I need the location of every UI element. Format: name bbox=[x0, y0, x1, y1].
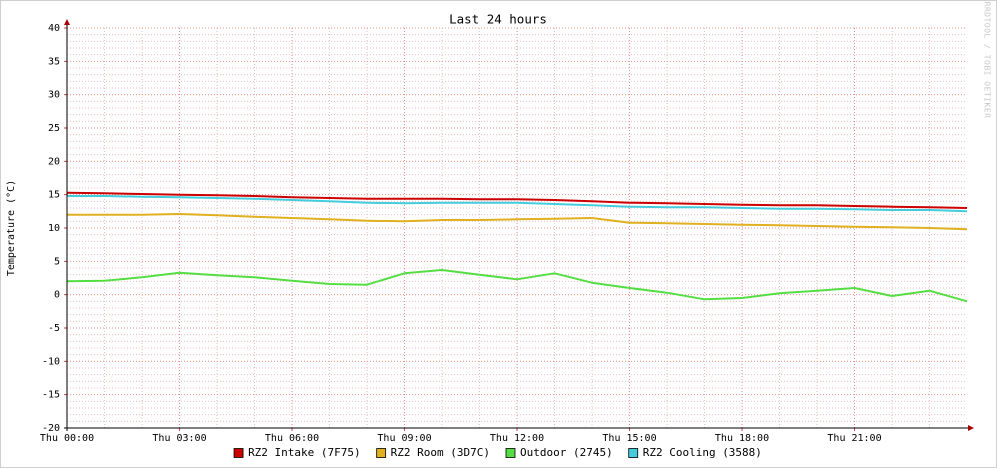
watermark: RRDTOOL / TOBI OETIKER bbox=[983, 2, 992, 119]
series-line bbox=[67, 195, 968, 213]
x-axis-arrow bbox=[968, 425, 974, 431]
legend-swatch bbox=[233, 448, 244, 458]
series-line bbox=[66, 191, 968, 209]
y-tick-label: -20 bbox=[42, 423, 60, 434]
y-tick-label: 30 bbox=[48, 90, 60, 101]
legend: RZ2 Intake (7F75) RZ2 Room (3D7C) Outdoor … bbox=[233, 446, 762, 459]
legend-label: Outdoor (2745) bbox=[520, 446, 613, 459]
y-tick-label: 0 bbox=[54, 290, 60, 301]
y-tick-label: -5 bbox=[48, 323, 60, 334]
y-tick-label: 35 bbox=[48, 56, 60, 67]
y-axis-arrow bbox=[64, 19, 70, 25]
legend-swatch bbox=[628, 448, 639, 458]
y-tick-label: 20 bbox=[48, 156, 60, 167]
legend-swatch bbox=[505, 448, 516, 458]
y-tick-label: -15 bbox=[42, 390, 60, 401]
legend-label: RZ2 Room (3D7C) bbox=[391, 446, 490, 459]
x-tick-label: Thu 06:00 bbox=[265, 433, 319, 444]
x-tick-label: Thu 15:00 bbox=[602, 433, 656, 444]
series-line bbox=[67, 213, 968, 231]
x-tick-label: Thu 09:00 bbox=[377, 433, 431, 444]
legend-swatch bbox=[376, 448, 387, 458]
x-tick-label: Thu 21:00 bbox=[827, 433, 881, 444]
series-line bbox=[66, 269, 968, 303]
grid bbox=[66, 27, 967, 429]
y-tick-label: 40 bbox=[48, 23, 60, 34]
legend-label: RZ2 Cooling (3588) bbox=[643, 446, 762, 459]
legend-label: RZ2 Intake (7F75) bbox=[248, 446, 361, 459]
x-tick-label: Thu 12:00 bbox=[490, 433, 544, 444]
x-tick-label: Thu 18:00 bbox=[715, 433, 769, 444]
axes: -20 -15 -10 -5 0 5 10 15 20 25 30 35 40 Thu 00:00 Thu … bbox=[40, 19, 974, 444]
x-tick-label: Thu 00:00 bbox=[40, 433, 94, 444]
x-tick-label: Thu 03:00 bbox=[152, 433, 206, 444]
y-tick-label: 10 bbox=[48, 223, 60, 234]
y-tick-label: 25 bbox=[48, 123, 60, 134]
plot bbox=[66, 191, 968, 303]
y-tick-label: 5 bbox=[54, 256, 60, 267]
chart-title: Last 24 hours bbox=[449, 12, 547, 27]
y-tick-label: -10 bbox=[42, 356, 60, 367]
y-axis-label: Temperature (°C) bbox=[6, 180, 17, 276]
y-tick-label: 15 bbox=[48, 190, 60, 201]
